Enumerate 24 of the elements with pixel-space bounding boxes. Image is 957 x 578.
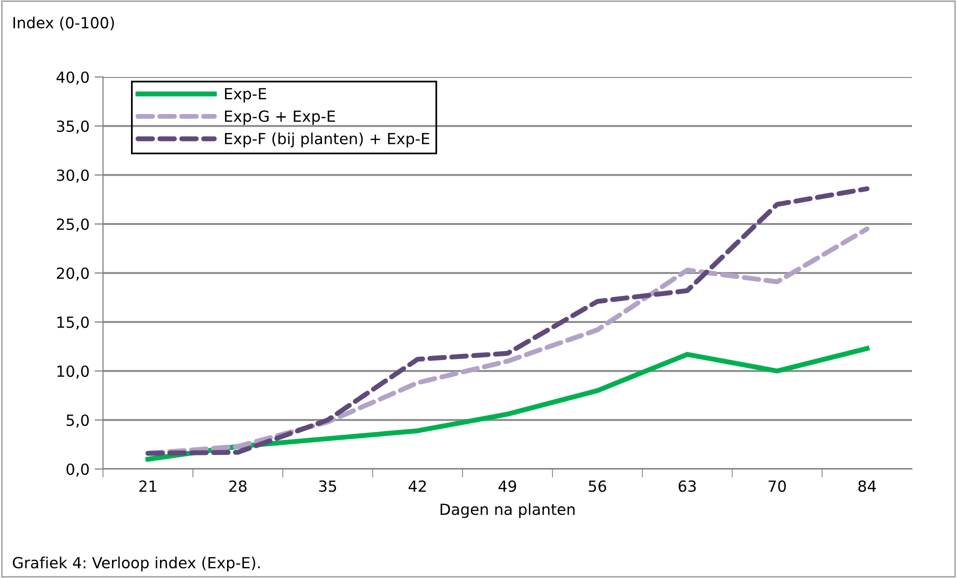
x-tick-label: 42 [408, 480, 426, 492]
x-tick-label: 49 [498, 480, 516, 492]
legend-label: Exp-F (bij planten) + Exp-E [225, 132, 430, 148]
x-tick-label: 28 [229, 480, 247, 492]
legend-label: Exp-G + Exp-E [225, 110, 335, 125]
y-tick-label: 20,0 [56, 267, 89, 281]
y-tick-label: 35,0 [56, 120, 89, 134]
y-tick-label: 40,0 [56, 71, 89, 85]
y-tick-label: 10,0 [57, 365, 89, 379]
y-tick-label: 0,0 [66, 463, 89, 477]
y-tick-label: 5,0 [66, 414, 89, 428]
x-tick-label: 84 [858, 480, 876, 492]
x-tick-label: 35 [319, 480, 336, 492]
x-axis-title: Dagen na planten [440, 503, 575, 518]
x-tick-label: 63 [678, 480, 696, 492]
y-tick-label: 25,0 [56, 218, 89, 232]
text: Grafiek 4: Verloop index (Exp-E). [12, 556, 260, 572]
legend-label: Exp-E [225, 88, 266, 102]
y-tick-label: 30,0 [56, 169, 89, 183]
x-tick-label: 21 [139, 480, 156, 492]
y-axis-title: Index (0-100) [14, 16, 114, 30]
x-tick-label: 70 [768, 480, 786, 492]
x-tick-label: 56 [588, 480, 606, 492]
y-tick-label: 15,0 [57, 316, 89, 330]
